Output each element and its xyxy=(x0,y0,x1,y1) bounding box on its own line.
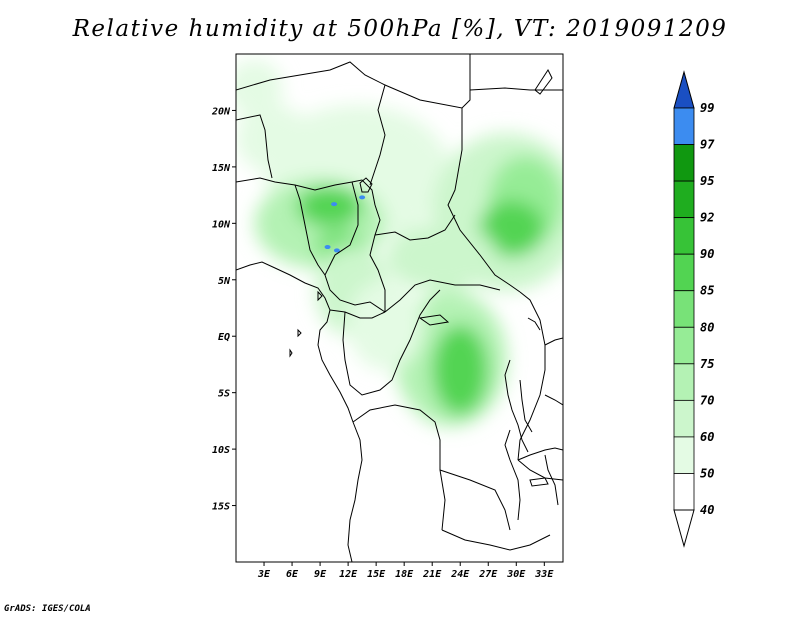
colorbar-bottom-arrow xyxy=(673,509,695,548)
humidity-peak xyxy=(359,195,366,200)
humidity-region xyxy=(296,186,363,227)
humidity-region xyxy=(236,59,283,117)
colorbar-label: 75 xyxy=(700,357,714,371)
colorbar-swatch xyxy=(673,217,695,255)
lon-tick-label: 33E xyxy=(534,569,554,580)
lon-tick-label: 18E xyxy=(395,569,414,580)
colorbar-swatch xyxy=(673,399,695,438)
lat-tick-label: 20N xyxy=(211,106,231,117)
map-frame xyxy=(235,53,564,563)
lat-tick-label: 5S xyxy=(218,389,230,400)
grads-credit: GrADS: IGES/COLA xyxy=(4,604,91,614)
colorbar-swatch xyxy=(673,290,695,328)
humidity-region xyxy=(236,104,311,173)
longitude-axis: 3E 6E 9E 12E 15E 18E 21E 24E 27E 30E 33E xyxy=(257,562,554,580)
colorbar-top-arrow xyxy=(673,70,695,109)
colorbar-label: 92 xyxy=(700,211,714,225)
humidity-region xyxy=(385,223,498,292)
colorbar-swatch xyxy=(673,436,695,474)
colorbar-label: 85 xyxy=(700,284,714,298)
lon-tick-label: 6E xyxy=(286,569,299,580)
colorbar-swatch xyxy=(673,107,695,145)
colorbar-label: 50 xyxy=(700,466,714,480)
lon-tick-label: 21E xyxy=(422,569,442,580)
lon-tick-label: 27E xyxy=(478,569,498,580)
colorbar-label: 60 xyxy=(700,430,714,444)
map-title: Relative humidity at 500hPa [%], VT: 201… xyxy=(72,16,728,42)
colorbar-swatch xyxy=(673,180,695,219)
lon-tick-label: 30E xyxy=(506,569,526,580)
colorbar-label: 99 xyxy=(700,101,714,115)
lon-tick-label: 12E xyxy=(339,569,358,580)
lat-tick-label: 15S xyxy=(212,502,230,513)
colorbar-swatch xyxy=(673,144,695,182)
humidity-region xyxy=(432,324,489,416)
lat-tick-label: 15N xyxy=(212,163,231,174)
country-borders xyxy=(236,54,563,562)
humidity-field xyxy=(236,59,563,427)
colorbar-swatch xyxy=(673,473,695,511)
colorbar-label: 40 xyxy=(700,503,714,517)
colorbar-label: 70 xyxy=(700,393,714,407)
lat-tick-label: EQ xyxy=(218,332,230,343)
lon-tick-label: 9E xyxy=(314,569,327,580)
lon-tick-label: 24E xyxy=(450,569,470,580)
colorbar-swatch xyxy=(673,253,695,292)
latitude-axis: 20N 15N 10N 5N EQ 5S 10S 15S xyxy=(211,106,236,513)
lat-tick-label: 5N xyxy=(218,276,231,287)
colorbar-label: 80 xyxy=(700,320,714,334)
colorbar: 99 97 95 92 90 85 80 75 70 60 50 40 xyxy=(673,70,715,548)
humidity-peak xyxy=(333,248,340,253)
humidity-region xyxy=(478,200,545,258)
lat-tick-label: 10S xyxy=(212,445,230,456)
colorbar-label: 97 xyxy=(700,138,715,152)
lon-tick-label: 3E xyxy=(257,569,271,580)
colorbar-swatch xyxy=(673,363,695,401)
colorbar-swatch xyxy=(673,326,695,365)
colorbar-label: 95 xyxy=(700,174,714,188)
lat-tick-label: 10N xyxy=(212,219,231,230)
lon-tick-label: 15E xyxy=(367,569,386,580)
colorbar-label: 90 xyxy=(700,247,714,261)
humidity-peak xyxy=(331,202,338,207)
humidity-peak xyxy=(324,245,331,250)
